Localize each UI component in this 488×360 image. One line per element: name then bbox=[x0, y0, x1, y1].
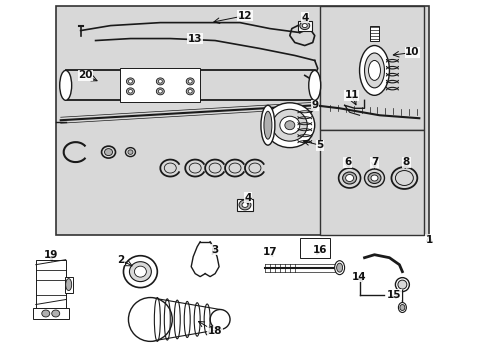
Ellipse shape bbox=[188, 90, 192, 93]
Ellipse shape bbox=[264, 111, 271, 139]
Ellipse shape bbox=[359, 45, 388, 95]
Bar bbox=[319, 6, 424, 130]
Ellipse shape bbox=[302, 24, 306, 28]
Text: 6: 6 bbox=[343, 157, 350, 167]
Text: 14: 14 bbox=[351, 272, 366, 282]
Ellipse shape bbox=[285, 121, 294, 130]
Ellipse shape bbox=[156, 88, 164, 95]
Ellipse shape bbox=[272, 109, 306, 141]
Bar bbox=[369, 26, 379, 41]
Bar bbox=[56, 6, 428, 235]
Bar bbox=[297, 21, 311, 31]
Ellipse shape bbox=[158, 90, 162, 93]
Ellipse shape bbox=[156, 78, 164, 85]
Text: 20: 20 bbox=[78, 71, 93, 80]
Ellipse shape bbox=[334, 261, 344, 275]
Ellipse shape bbox=[104, 149, 112, 156]
Ellipse shape bbox=[264, 103, 314, 148]
Ellipse shape bbox=[126, 88, 134, 95]
Text: 1: 1 bbox=[425, 235, 432, 245]
Text: 18: 18 bbox=[207, 327, 222, 336]
Text: 11: 11 bbox=[344, 90, 358, 100]
Ellipse shape bbox=[128, 150, 133, 154]
Bar bbox=[319, 130, 424, 235]
Ellipse shape bbox=[367, 172, 380, 184]
Ellipse shape bbox=[158, 80, 162, 83]
Ellipse shape bbox=[368, 60, 380, 80]
Text: 4: 4 bbox=[244, 193, 251, 203]
Text: 19: 19 bbox=[43, 250, 58, 260]
Ellipse shape bbox=[279, 116, 299, 134]
Ellipse shape bbox=[186, 78, 194, 85]
Text: 2: 2 bbox=[117, 255, 124, 265]
Text: 9: 9 bbox=[310, 100, 318, 110]
Ellipse shape bbox=[345, 175, 353, 181]
Ellipse shape bbox=[399, 305, 404, 310]
Text: 12: 12 bbox=[237, 11, 252, 21]
Ellipse shape bbox=[336, 263, 342, 272]
Bar bbox=[36, 260, 65, 310]
Ellipse shape bbox=[397, 280, 406, 289]
Ellipse shape bbox=[128, 90, 132, 93]
Bar bbox=[64, 276, 73, 293]
Text: 15: 15 bbox=[386, 289, 401, 300]
Ellipse shape bbox=[134, 266, 146, 277]
Bar bbox=[33, 307, 68, 319]
Text: 5: 5 bbox=[315, 140, 323, 150]
Ellipse shape bbox=[239, 200, 250, 210]
Ellipse shape bbox=[123, 256, 157, 288]
Ellipse shape bbox=[395, 278, 408, 292]
Ellipse shape bbox=[129, 262, 151, 282]
Text: 8: 8 bbox=[402, 157, 409, 167]
Ellipse shape bbox=[308, 71, 320, 100]
Ellipse shape bbox=[364, 169, 384, 187]
Ellipse shape bbox=[398, 302, 406, 312]
Text: 16: 16 bbox=[312, 245, 326, 255]
Ellipse shape bbox=[242, 202, 247, 207]
Ellipse shape bbox=[128, 80, 132, 83]
Text: 4: 4 bbox=[301, 13, 308, 23]
Bar bbox=[299, 238, 329, 258]
Ellipse shape bbox=[210, 310, 229, 329]
Ellipse shape bbox=[188, 80, 192, 83]
Ellipse shape bbox=[370, 175, 377, 181]
Text: 13: 13 bbox=[187, 33, 202, 44]
Ellipse shape bbox=[186, 88, 194, 95]
Ellipse shape bbox=[60, 71, 72, 100]
Ellipse shape bbox=[128, 298, 172, 341]
Ellipse shape bbox=[52, 310, 60, 317]
Ellipse shape bbox=[364, 53, 384, 88]
Bar bbox=[120, 68, 200, 102]
Text: 3: 3 bbox=[211, 245, 218, 255]
Ellipse shape bbox=[126, 78, 134, 85]
Bar bbox=[237, 199, 252, 211]
Ellipse shape bbox=[261, 105, 274, 145]
Ellipse shape bbox=[299, 22, 309, 30]
Text: 7: 7 bbox=[370, 157, 377, 167]
Ellipse shape bbox=[342, 172, 356, 184]
Text: 17: 17 bbox=[262, 247, 277, 257]
Ellipse shape bbox=[65, 279, 72, 291]
Text: 10: 10 bbox=[404, 48, 419, 58]
Ellipse shape bbox=[41, 310, 50, 317]
